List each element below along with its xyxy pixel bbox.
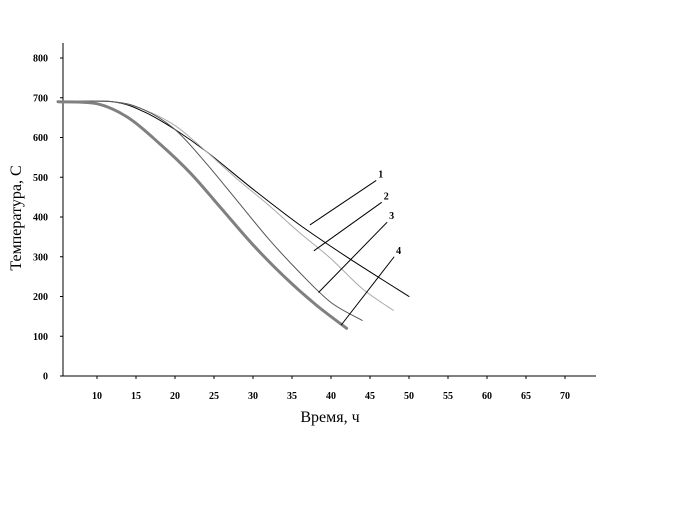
series-label-1: 1	[378, 169, 383, 180]
series-label-3: 3	[389, 211, 394, 222]
x-tick-label: 10	[92, 391, 102, 402]
y-tick-label: 400	[33, 213, 48, 224]
y-tick-label: 200	[33, 292, 48, 303]
y-tick-label: 600	[33, 133, 48, 144]
series-line-4	[56, 100, 349, 330]
x-axis-title: Время, ч	[300, 409, 359, 426]
series-line-3	[57, 100, 363, 321]
x-tick-label: 15	[131, 391, 141, 402]
x-tick-label: 45	[365, 391, 375, 402]
x-tick-label: 30	[248, 391, 258, 402]
x-tick-label: 70	[560, 391, 570, 402]
y-tick-label: 500	[33, 173, 48, 184]
x-tick-label: 40	[326, 391, 336, 402]
x-tick-label: 25	[209, 391, 219, 402]
series-label-2: 2	[384, 191, 389, 202]
x-tick-label: 35	[287, 391, 297, 402]
y-axis-title: Температура, С	[8, 165, 25, 270]
x-tick-label: 20	[170, 391, 180, 402]
y-tick-label: 300	[33, 252, 48, 263]
x-tick-label: 50	[404, 391, 414, 402]
y-tick-label: 700	[33, 93, 48, 104]
series-label-4: 4	[396, 246, 401, 257]
chart-axes	[60, 43, 596, 379]
series-line-2	[57, 100, 394, 311]
y-tick-label: 800	[33, 54, 48, 65]
tick-labels: 0 100 200 300 400 500 600 700 800 10 15 20 25 30 35 40 4…	[33, 54, 570, 403]
series-line-1	[57, 100, 410, 297]
series-labels: 123 4	[309, 169, 401, 326]
series-leader-3	[318, 221, 388, 293]
series-leader-2	[313, 201, 382, 252]
x-tick-label: 55	[443, 391, 453, 402]
series-leader-1	[309, 180, 377, 226]
x-tick-label: 60	[482, 391, 492, 402]
series-lines	[56, 100, 410, 330]
y-tick-label: 100	[33, 332, 48, 343]
x-tick-label: 65	[521, 391, 531, 402]
y-tick-label: 0	[43, 372, 48, 383]
series-leader-4	[340, 256, 395, 326]
